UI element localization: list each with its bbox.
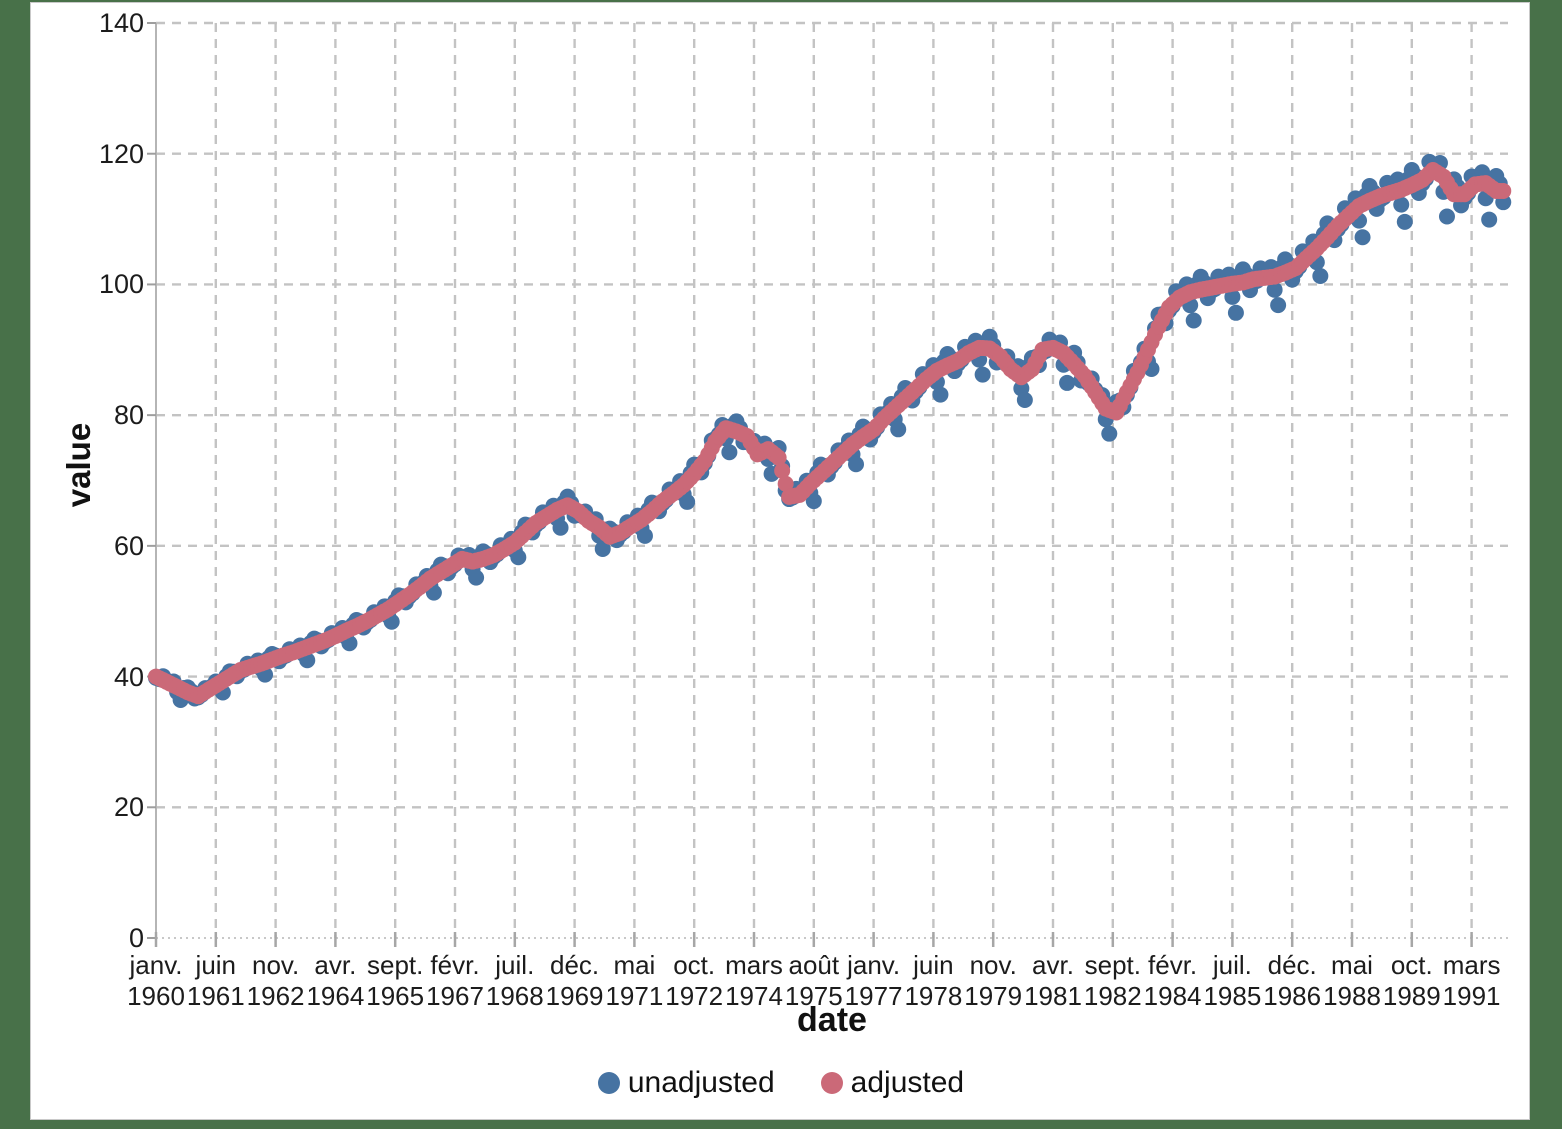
x-tick-label: sept. 1982	[1083, 950, 1142, 1011]
legend-label-unadjusted: unadjusted	[627, 1066, 775, 1099]
x-tick-label: oct. 1972	[665, 950, 724, 1011]
plot-area	[147, 21, 1512, 947]
legend: unadjusted adjusted	[31, 1066, 1531, 1100]
x-axis-title: date	[797, 1001, 867, 1039]
legend-item-adjusted[interactable]: adjusted	[820, 1066, 965, 1100]
x-tick-label: avr. 1964	[306, 950, 365, 1011]
x-tick-label: avr. 1981	[1024, 950, 1082, 1011]
x-tick-label: mai 1971	[605, 950, 664, 1011]
x-tick-label: nov. 1979	[964, 950, 1023, 1011]
x-tick-label: janv. 1960	[127, 950, 185, 1011]
y-tick-label: 100	[98, 269, 144, 300]
x-tick-label: juil. 1968	[485, 950, 544, 1011]
y-tick-label: 0	[128, 923, 144, 953]
legend-item-unadjusted[interactable]: unadjusted	[597, 1066, 775, 1100]
y-tick-label: 40	[113, 661, 144, 692]
y-tick-label: 20	[113, 792, 144, 823]
x-tick-label: oct. 1989	[1382, 950, 1441, 1011]
adjusted-series-marker	[820, 1072, 843, 1094]
x-tick-label: févr. 1967	[426, 950, 484, 1011]
x-tick-label: mai 1988	[1323, 950, 1381, 1011]
y-tick-label: 140	[98, 8, 144, 38]
unadjusted-series-marker	[597, 1072, 620, 1094]
x-tick-label: déc. 1986	[1263, 950, 1322, 1011]
x-tick-label: août 1975	[784, 950, 843, 1011]
x-tick-label: janv. 1977	[844, 950, 903, 1011]
x-tick-label: sept. 1965	[366, 950, 425, 1011]
chart-panel: value date 0 20 40 60 80 100 120 140 janv. 1960…	[30, 2, 1530, 1120]
y-tick-label: 60	[113, 530, 144, 561]
x-tick-label: juin 1978	[904, 950, 963, 1011]
x-tick-label: mars 1991	[1442, 950, 1501, 1011]
x-tick-label: déc. 1969	[545, 950, 604, 1011]
y-tick-label: 80	[113, 400, 144, 431]
x-tick-label: juin 1961	[186, 950, 245, 1011]
x-tick-label: juil. 1985	[1203, 950, 1262, 1011]
x-tick-label: févr. 1984	[1143, 950, 1202, 1011]
x-tick-label: mars 1974	[725, 950, 783, 1011]
legend-label-adjusted: adjusted	[850, 1066, 965, 1099]
x-tick-label: nov. 1962	[246, 950, 305, 1011]
y-tick-label: 120	[98, 138, 144, 169]
